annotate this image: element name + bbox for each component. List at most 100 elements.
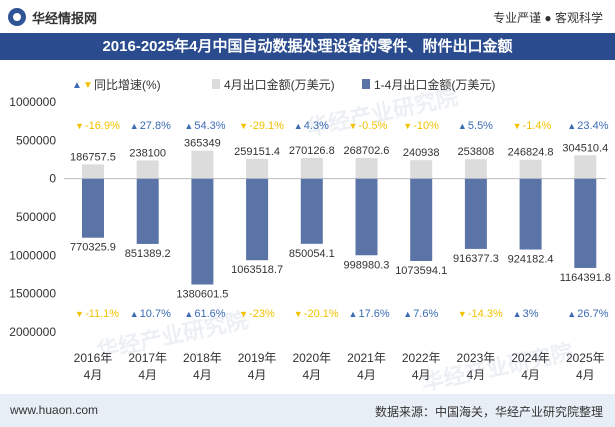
cumulative-value-label: 1073594.1 [395,265,447,277]
cumulative-growth-label: 10.7% [140,308,171,320]
monthly-growth-label: 27.8% [140,120,171,132]
monthly-growth-label: 23.4% [577,120,608,132]
x-tick-label: 4月 [84,368,103,382]
cumulative-bar [519,178,542,250]
growth-down-icon: ▼ [349,121,358,131]
growth-up-icon: ▲ [567,309,576,319]
x-tick-label: 4月 [193,368,212,382]
monthly-bar [519,159,542,179]
x-tick-label: 2023年 [457,351,496,365]
monthly-bar [191,150,214,179]
cumulative-growth-label: -20.1% [304,308,339,320]
cumulative-value-label: 1164391.8 [560,272,611,284]
cumulative-bar [410,178,433,261]
monthly-bar [574,155,597,179]
cumulative-bar [574,178,597,268]
monthly-bar [82,164,104,179]
legend-up-marker: ▲ [72,80,82,91]
monthly-value-label: 304510.4 [562,142,608,154]
monthly-value-label: 246824.8 [508,147,554,159]
legend-monthly-label: 4月出口金额(万美元) [224,77,335,92]
monthly-bar [246,158,269,179]
x-tick-label: 2019年 [238,351,277,365]
y-tick-label: 1500000 [9,287,56,301]
x-tick-label: 4月 [248,368,267,382]
x-tick-label: 4月 [357,368,376,382]
growth-down-icon: ▼ [75,309,84,319]
x-tick-label: 2022年 [402,351,441,365]
title-bar: 2016-2025年4月中国自动数据处理设备的零件、附件出口金额 [0,33,615,60]
x-tick-label: 4月 [467,368,486,382]
monthly-growth-label: 4.3% [304,120,329,132]
x-tick-label: 2020年 [292,351,331,365]
monthly-growth-label: 5.5% [468,120,493,132]
growth-down-icon: ▼ [458,309,467,319]
data-source: 数据来源：中国海关，华经产业研究院整理 [374,405,603,419]
growth-up-icon: ▲ [513,309,522,319]
cumulative-value-label: 916377.3 [453,253,499,265]
monthly-bar [464,159,487,179]
monthly-value-label: 238100 [129,147,166,159]
monthly-value-label: 253808 [458,146,495,158]
cumulative-bar [246,178,269,261]
cumulative-growth-label: -14.3% [468,308,503,320]
cumulative-value-label: 851389.2 [125,248,171,260]
cumulative-value-label: 998980.3 [344,259,390,271]
cumulative-bar [82,178,104,238]
cumulative-bar [136,178,159,244]
monthly-growth-label: -1.4% [523,120,552,132]
x-tick-label: 4月 [521,368,540,382]
monthly-growth-label: -10% [413,120,439,132]
cumulative-value-label: 924182.4 [508,254,554,266]
growth-up-icon: ▲ [458,121,467,131]
cumulative-growth-label: 7.6% [413,308,438,320]
legend-down-marker: ▼ [83,80,93,91]
x-tick-label: 4月 [576,368,595,382]
growth-up-icon: ▲ [294,121,303,131]
cumulative-growth-label: 61.6% [194,308,225,320]
legend-monthly-swatch [212,79,220,89]
growth-down-icon: ▼ [239,309,248,319]
x-tick-label: 4月 [138,368,157,382]
chart: ▲ ▼ 同比增速(%) 4月出口金额(万美元) 1-4月出口金额(万美元)1000000… [9,77,611,382]
monthly-value-label: 186757.5 [70,151,116,163]
monthly-value-label: 365349 [184,138,221,150]
x-tick-label: 2025年 [566,351,605,365]
logo-icon [8,8,26,26]
growth-down-icon: ▼ [403,121,412,131]
cumulative-bar [464,178,487,249]
x-tick-label: 2018年 [183,351,222,365]
monthly-bar [300,157,323,179]
monthly-value-label: 240938 [403,147,440,159]
monthly-growth-label: -0.5% [359,120,388,132]
footer: www.huaon.com 数据来源：中国海关，华经产业研究院整理 [0,394,615,427]
y-tick-label: 0 [49,172,56,186]
cumulative-growth-label: 17.6% [359,308,390,320]
growth-down-icon: ▼ [513,121,522,131]
growth-up-icon: ▲ [130,121,139,131]
monthly-bar [355,158,378,179]
cumulative-value-label: 850054.1 [289,248,335,260]
monthly-value-label: 268702.6 [344,145,390,157]
chart-title: 2016-2025年4月中国自动数据处理设备的零件、附件出口金额 [102,38,513,55]
x-tick-label: 2021年 [347,351,386,365]
cumulative-value-label: 1380601.5 [176,289,228,301]
cumulative-growth-label: -23% [249,308,275,320]
growth-down-icon: ▼ [75,121,84,131]
x-tick-label: 2016年 [74,351,113,365]
monthly-value-label: 270126.8 [289,145,335,157]
growth-up-icon: ▲ [184,309,193,319]
monthly-bar [136,160,159,179]
cumulative-growth-label: 26.7% [577,308,608,320]
cumulative-bar [191,178,214,285]
monthly-bar [410,160,433,179]
y-tick-label: 1000000 [9,248,56,262]
tagline: 专业严谨 ● 客观科学 [493,11,603,25]
x-tick-label: 4月 [302,368,321,382]
growth-up-icon: ▲ [403,309,412,319]
site-name: 华经情报网 [32,10,98,26]
site-url: www.huaon.com [10,403,99,417]
monthly-value-label: 259151.4 [234,146,280,158]
monthly-growth-label: -16.9% [85,120,120,132]
